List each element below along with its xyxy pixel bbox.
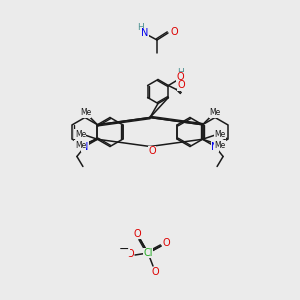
Text: Me: Me	[75, 141, 86, 150]
Text: N: N	[141, 28, 149, 38]
Text: O: O	[162, 238, 170, 248]
Text: O: O	[177, 73, 184, 82]
Text: Me: Me	[80, 108, 91, 117]
Text: H: H	[136, 23, 143, 32]
Text: O: O	[148, 146, 156, 157]
Text: +: +	[219, 140, 226, 149]
Text: O: O	[133, 229, 141, 239]
Text: Me: Me	[75, 130, 86, 139]
Text: N: N	[81, 142, 88, 152]
Text: O: O	[151, 267, 159, 277]
Text: Me: Me	[214, 141, 225, 150]
Text: O: O	[178, 80, 185, 91]
Text: Me: Me	[214, 130, 225, 139]
Text: H: H	[177, 68, 184, 77]
Text: Me: Me	[209, 108, 220, 117]
Text: −: −	[119, 242, 129, 256]
Text: O: O	[170, 27, 178, 37]
Text: Cl: Cl	[143, 248, 153, 258]
Text: N: N	[212, 142, 219, 152]
Text: O: O	[126, 249, 134, 259]
